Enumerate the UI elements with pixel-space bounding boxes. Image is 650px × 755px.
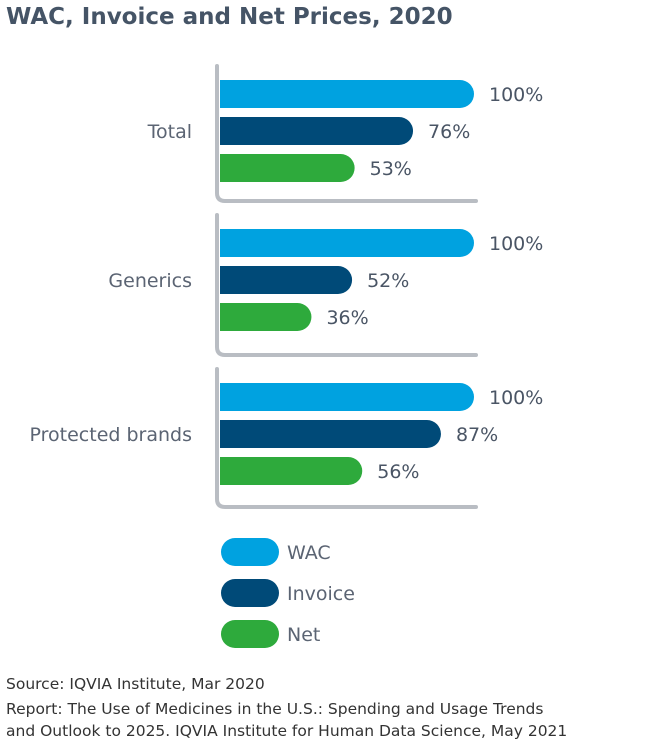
data-label: 52% xyxy=(367,270,409,292)
bar-invoice xyxy=(220,117,414,145)
bar-chart: Total 100% 76% 53% Generics 100% 52% 36% Protect… xyxy=(30,64,543,648)
bar-wac xyxy=(220,80,474,108)
legend-swatch xyxy=(221,538,279,566)
legend-label: Invoice xyxy=(287,583,355,605)
bar-invoice xyxy=(220,420,441,448)
category-label: Total xyxy=(147,121,192,143)
report-line-1: Report: The Use of Medicines in the U.S.… xyxy=(6,700,544,718)
data-label: 87% xyxy=(456,424,498,446)
data-label: 100% xyxy=(489,84,543,106)
legend-swatch xyxy=(221,620,279,648)
bar-net xyxy=(220,154,355,182)
data-label: 100% xyxy=(489,233,543,255)
bar-wac xyxy=(220,383,474,411)
group-bracket xyxy=(215,367,478,509)
bar-wac xyxy=(220,229,474,257)
chart-title: WAC, Invoice and Net Prices, 2020 xyxy=(6,4,453,30)
group-bracket xyxy=(215,64,478,203)
legend-swatch xyxy=(221,579,279,607)
report-line-2: and Outlook to 2025. IQVIA Institute for… xyxy=(6,722,568,740)
bar-invoice xyxy=(220,266,353,294)
bar-net xyxy=(220,457,363,485)
data-label: 100% xyxy=(489,387,543,409)
group-bracket xyxy=(215,213,478,357)
legend-label: Net xyxy=(287,624,320,646)
data-label: 76% xyxy=(428,121,470,143)
data-label: 56% xyxy=(377,461,419,483)
legend-label: WAC xyxy=(287,542,331,564)
data-label: 53% xyxy=(370,158,412,180)
category-label: Protected brands xyxy=(30,424,192,446)
category-label: Generics xyxy=(108,270,192,292)
bar-net xyxy=(220,303,312,331)
source-line: Source: IQVIA Institute, Mar 2020 xyxy=(6,675,265,693)
data-label: 36% xyxy=(326,307,368,329)
